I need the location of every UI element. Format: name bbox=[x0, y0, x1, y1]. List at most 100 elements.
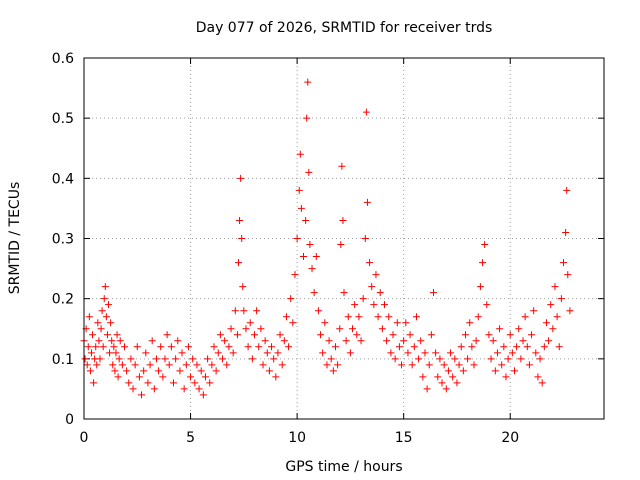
data-point bbox=[278, 361, 286, 369]
data-point bbox=[338, 162, 346, 170]
data-point bbox=[229, 349, 237, 357]
data-point bbox=[125, 379, 133, 387]
data-point bbox=[274, 349, 282, 357]
data-point bbox=[214, 349, 222, 357]
data-point bbox=[502, 373, 510, 381]
y-tick-label: 0.1 bbox=[52, 352, 74, 368]
data-point bbox=[359, 295, 367, 303]
data-point bbox=[378, 325, 386, 333]
x-tick-label: 5 bbox=[186, 430, 195, 446]
data-point bbox=[263, 349, 271, 357]
data-point bbox=[193, 361, 201, 369]
data-point bbox=[250, 331, 258, 339]
data-point bbox=[152, 355, 160, 363]
data-point bbox=[109, 361, 117, 369]
data-points bbox=[80, 78, 574, 399]
data-point bbox=[423, 385, 431, 393]
data-point bbox=[261, 337, 269, 345]
data-point bbox=[498, 361, 506, 369]
data-point bbox=[523, 343, 531, 351]
data-point bbox=[542, 319, 550, 327]
data-point bbox=[425, 361, 433, 369]
data-point bbox=[138, 391, 146, 399]
data-point bbox=[346, 349, 354, 357]
y-tick-label: 0 bbox=[65, 412, 74, 428]
data-point bbox=[351, 301, 359, 309]
y-tick-label: 0.2 bbox=[52, 292, 74, 308]
data-point bbox=[427, 331, 435, 339]
data-point bbox=[489, 337, 497, 345]
data-point bbox=[355, 313, 363, 321]
data-point bbox=[184, 343, 192, 351]
data-point bbox=[118, 361, 126, 369]
data-point bbox=[180, 385, 188, 393]
data-point bbox=[170, 379, 178, 387]
data-point bbox=[306, 241, 314, 249]
data-point bbox=[304, 78, 312, 86]
data-point bbox=[244, 343, 252, 351]
data-point bbox=[564, 271, 572, 279]
data-point bbox=[174, 337, 182, 345]
data-point bbox=[146, 361, 154, 369]
data-point bbox=[434, 373, 442, 381]
data-point bbox=[329, 367, 337, 375]
data-point bbox=[327, 355, 335, 363]
x-tick-label: 15 bbox=[395, 430, 413, 446]
data-point bbox=[540, 343, 548, 351]
data-point bbox=[129, 385, 137, 393]
data-point bbox=[216, 331, 224, 339]
data-point bbox=[481, 241, 489, 249]
data-point bbox=[231, 307, 239, 315]
data-point bbox=[291, 271, 299, 279]
data-point bbox=[500, 343, 508, 351]
data-point bbox=[305, 168, 313, 176]
data-point bbox=[538, 379, 546, 387]
data-point bbox=[276, 331, 284, 339]
data-point bbox=[172, 355, 180, 363]
data-point bbox=[85, 313, 93, 321]
data-point bbox=[449, 373, 457, 381]
data-point bbox=[387, 349, 395, 357]
data-point bbox=[135, 373, 143, 381]
data-point bbox=[470, 361, 478, 369]
data-point bbox=[464, 355, 472, 363]
data-point bbox=[89, 331, 97, 339]
data-point bbox=[206, 379, 214, 387]
data-point bbox=[312, 253, 320, 261]
y-tick-label: 0.3 bbox=[52, 232, 74, 248]
data-point bbox=[562, 228, 570, 236]
data-point bbox=[325, 337, 333, 345]
data-point bbox=[393, 319, 401, 327]
data-point bbox=[472, 337, 480, 345]
data-point bbox=[285, 343, 293, 351]
data-point bbox=[389, 331, 397, 339]
data-point bbox=[259, 361, 267, 369]
data-point bbox=[555, 343, 563, 351]
data-point bbox=[342, 337, 350, 345]
data-point bbox=[402, 319, 410, 327]
data-point bbox=[297, 204, 305, 212]
data-point bbox=[545, 337, 553, 345]
data-point bbox=[302, 216, 310, 224]
data-point bbox=[515, 325, 523, 333]
data-point bbox=[438, 379, 446, 387]
data-point bbox=[86, 367, 94, 375]
plot-frame bbox=[83, 57, 605, 420]
data-point bbox=[532, 349, 540, 357]
data-point bbox=[560, 259, 568, 267]
data-point bbox=[265, 367, 273, 375]
data-point bbox=[349, 325, 357, 333]
data-point bbox=[255, 343, 263, 351]
data-point bbox=[525, 361, 533, 369]
data-point bbox=[95, 337, 103, 345]
data-point bbox=[112, 349, 120, 357]
data-point bbox=[404, 349, 412, 357]
data-point bbox=[113, 331, 121, 339]
data-point bbox=[517, 355, 525, 363]
data-point bbox=[366, 259, 374, 267]
data-point bbox=[189, 355, 197, 363]
data-point bbox=[459, 367, 467, 375]
data-point bbox=[444, 367, 452, 375]
data-point bbox=[282, 313, 290, 321]
data-point bbox=[150, 385, 158, 393]
